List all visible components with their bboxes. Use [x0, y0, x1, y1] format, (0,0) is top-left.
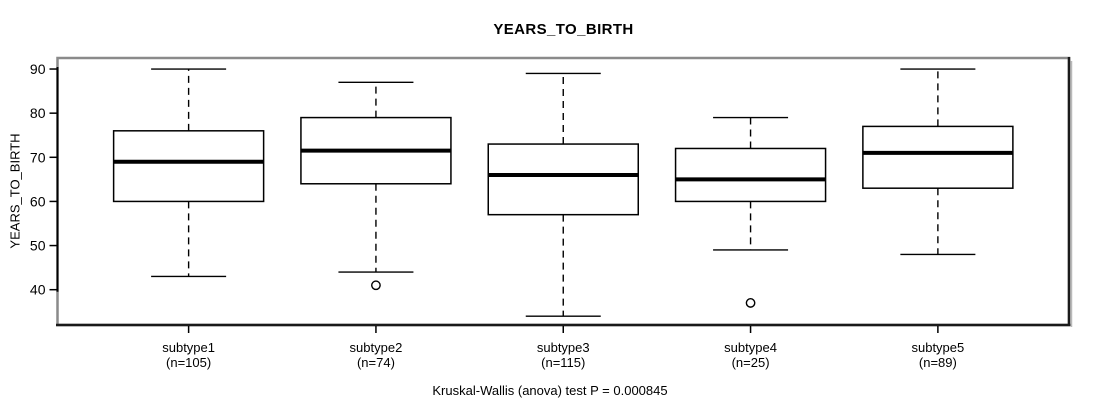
x-tick-sublabel-subtype3: (n=115) [541, 355, 585, 370]
iqr-box-subtype5 [862, 125, 1014, 189]
y-tick-label-80: 80 [30, 105, 46, 121]
x-tick-sublabel-subtype2: (n=74) [357, 355, 395, 370]
y-tick-label-50: 50 [30, 238, 46, 254]
x-tick-sublabel-subtype1: (n=105) [166, 355, 211, 370]
x-tick-label-subtype5: subtype5 [911, 340, 964, 355]
outlier-subtype2-0 [371, 280, 381, 291]
x-tick-sublabel-subtype5: (n=89) [919, 355, 957, 370]
y-tick-label-70: 70 [30, 149, 46, 165]
stats-caption: Kruskal-Wallis (anova) test P = 0.000845 [432, 383, 668, 398]
y-tick-label-40: 40 [30, 282, 46, 298]
y-tick-label-90: 90 [30, 61, 46, 77]
outlier-subtype4-0 [745, 298, 756, 308]
iqr-box-subtype3 [487, 143, 639, 216]
x-tick-label-subtype2: subtype2 [350, 340, 403, 355]
iqr-box-subtype4 [674, 147, 827, 203]
chart-title: YEARS_TO_BIRTH [493, 21, 634, 38]
x-tick-label-subtype3: subtype3 [537, 340, 590, 355]
x-tick-label-subtype4: subtype4 [724, 340, 777, 355]
x-tick-label-subtype1: subtype1 [162, 340, 215, 355]
x-tick-sublabel-subtype4: (n=25) [732, 355, 770, 370]
iqr-box-subtype1 [112, 130, 265, 203]
y-tick-label-60: 60 [30, 193, 46, 209]
